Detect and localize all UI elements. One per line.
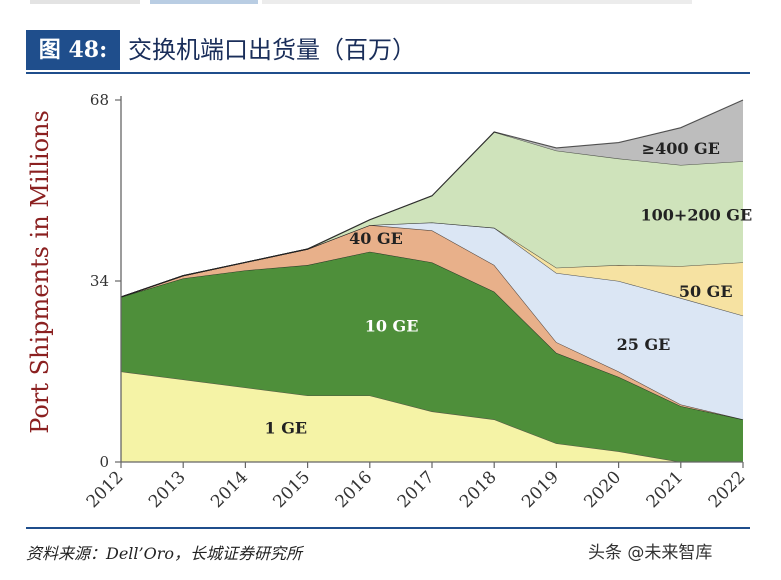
area-10-ge (121, 251, 743, 462)
area-layers (120, 99, 744, 463)
annotation-10-ge: 10 GE (365, 316, 419, 335)
x-tick-label: 2022 (705, 467, 750, 512)
area-50-ge (121, 222, 743, 316)
annotation-40-ge: 40 GE (349, 229, 403, 248)
annotation-50-ge: 50 GE (679, 282, 733, 301)
annotation-25-ge: 25 GE (617, 335, 671, 354)
x-tick-label: 2019 (518, 467, 563, 512)
y-tick-label: 0 (99, 453, 109, 471)
annotation-400-ge: ≥400 GE (642, 139, 720, 158)
figure-number: 图 48: (26, 30, 120, 70)
figure-title: 交换机端口出货量（百万） (128, 36, 416, 64)
annotation-100-200-ge: 100+200 GE (641, 206, 753, 225)
area-400-ge (121, 100, 743, 297)
x-tick-label: 2014 (207, 467, 252, 512)
y-tick-label: 34 (90, 272, 109, 290)
boundary-400-ge (120, 99, 744, 298)
x-tick-label: 2021 (643, 467, 688, 512)
x-tick-label: 2012 (83, 467, 128, 512)
area-100-200-ge (121, 131, 743, 297)
stacked-area-chart: 0 34 68 2012 2013 2014 2015 2016 2017 2018 2019 202… (26, 91, 753, 512)
y-axis-label: Port Shipments in Millions (26, 110, 54, 434)
x-tick-label: 2015 (269, 467, 314, 512)
x-tick-label: 2017 (394, 467, 439, 512)
title-divider (26, 72, 750, 74)
annotation-1-ge: 1 GE (265, 418, 308, 437)
source-note: 资料来源：Dell’Oro，长城证券研究所 (26, 544, 303, 563)
watermark: 头条 @未来智库 (588, 543, 713, 563)
area-1-ge (121, 371, 743, 462)
area-25-ge (121, 222, 743, 420)
top-accent-bar (0, 0, 781, 4)
x-tick-label: 2013 (145, 467, 190, 512)
footer-divider (26, 527, 750, 529)
x-tick-label: 2016 (332, 467, 377, 512)
x-tick-label: 2020 (580, 467, 625, 512)
area-labels: 1 GE 10 GE 40 GE 25 GE 50 GE 100+200 GE ≥400 G… (265, 139, 753, 437)
x-tick-label: 2018 (456, 467, 501, 512)
y-tick-label: 68 (90, 91, 109, 109)
